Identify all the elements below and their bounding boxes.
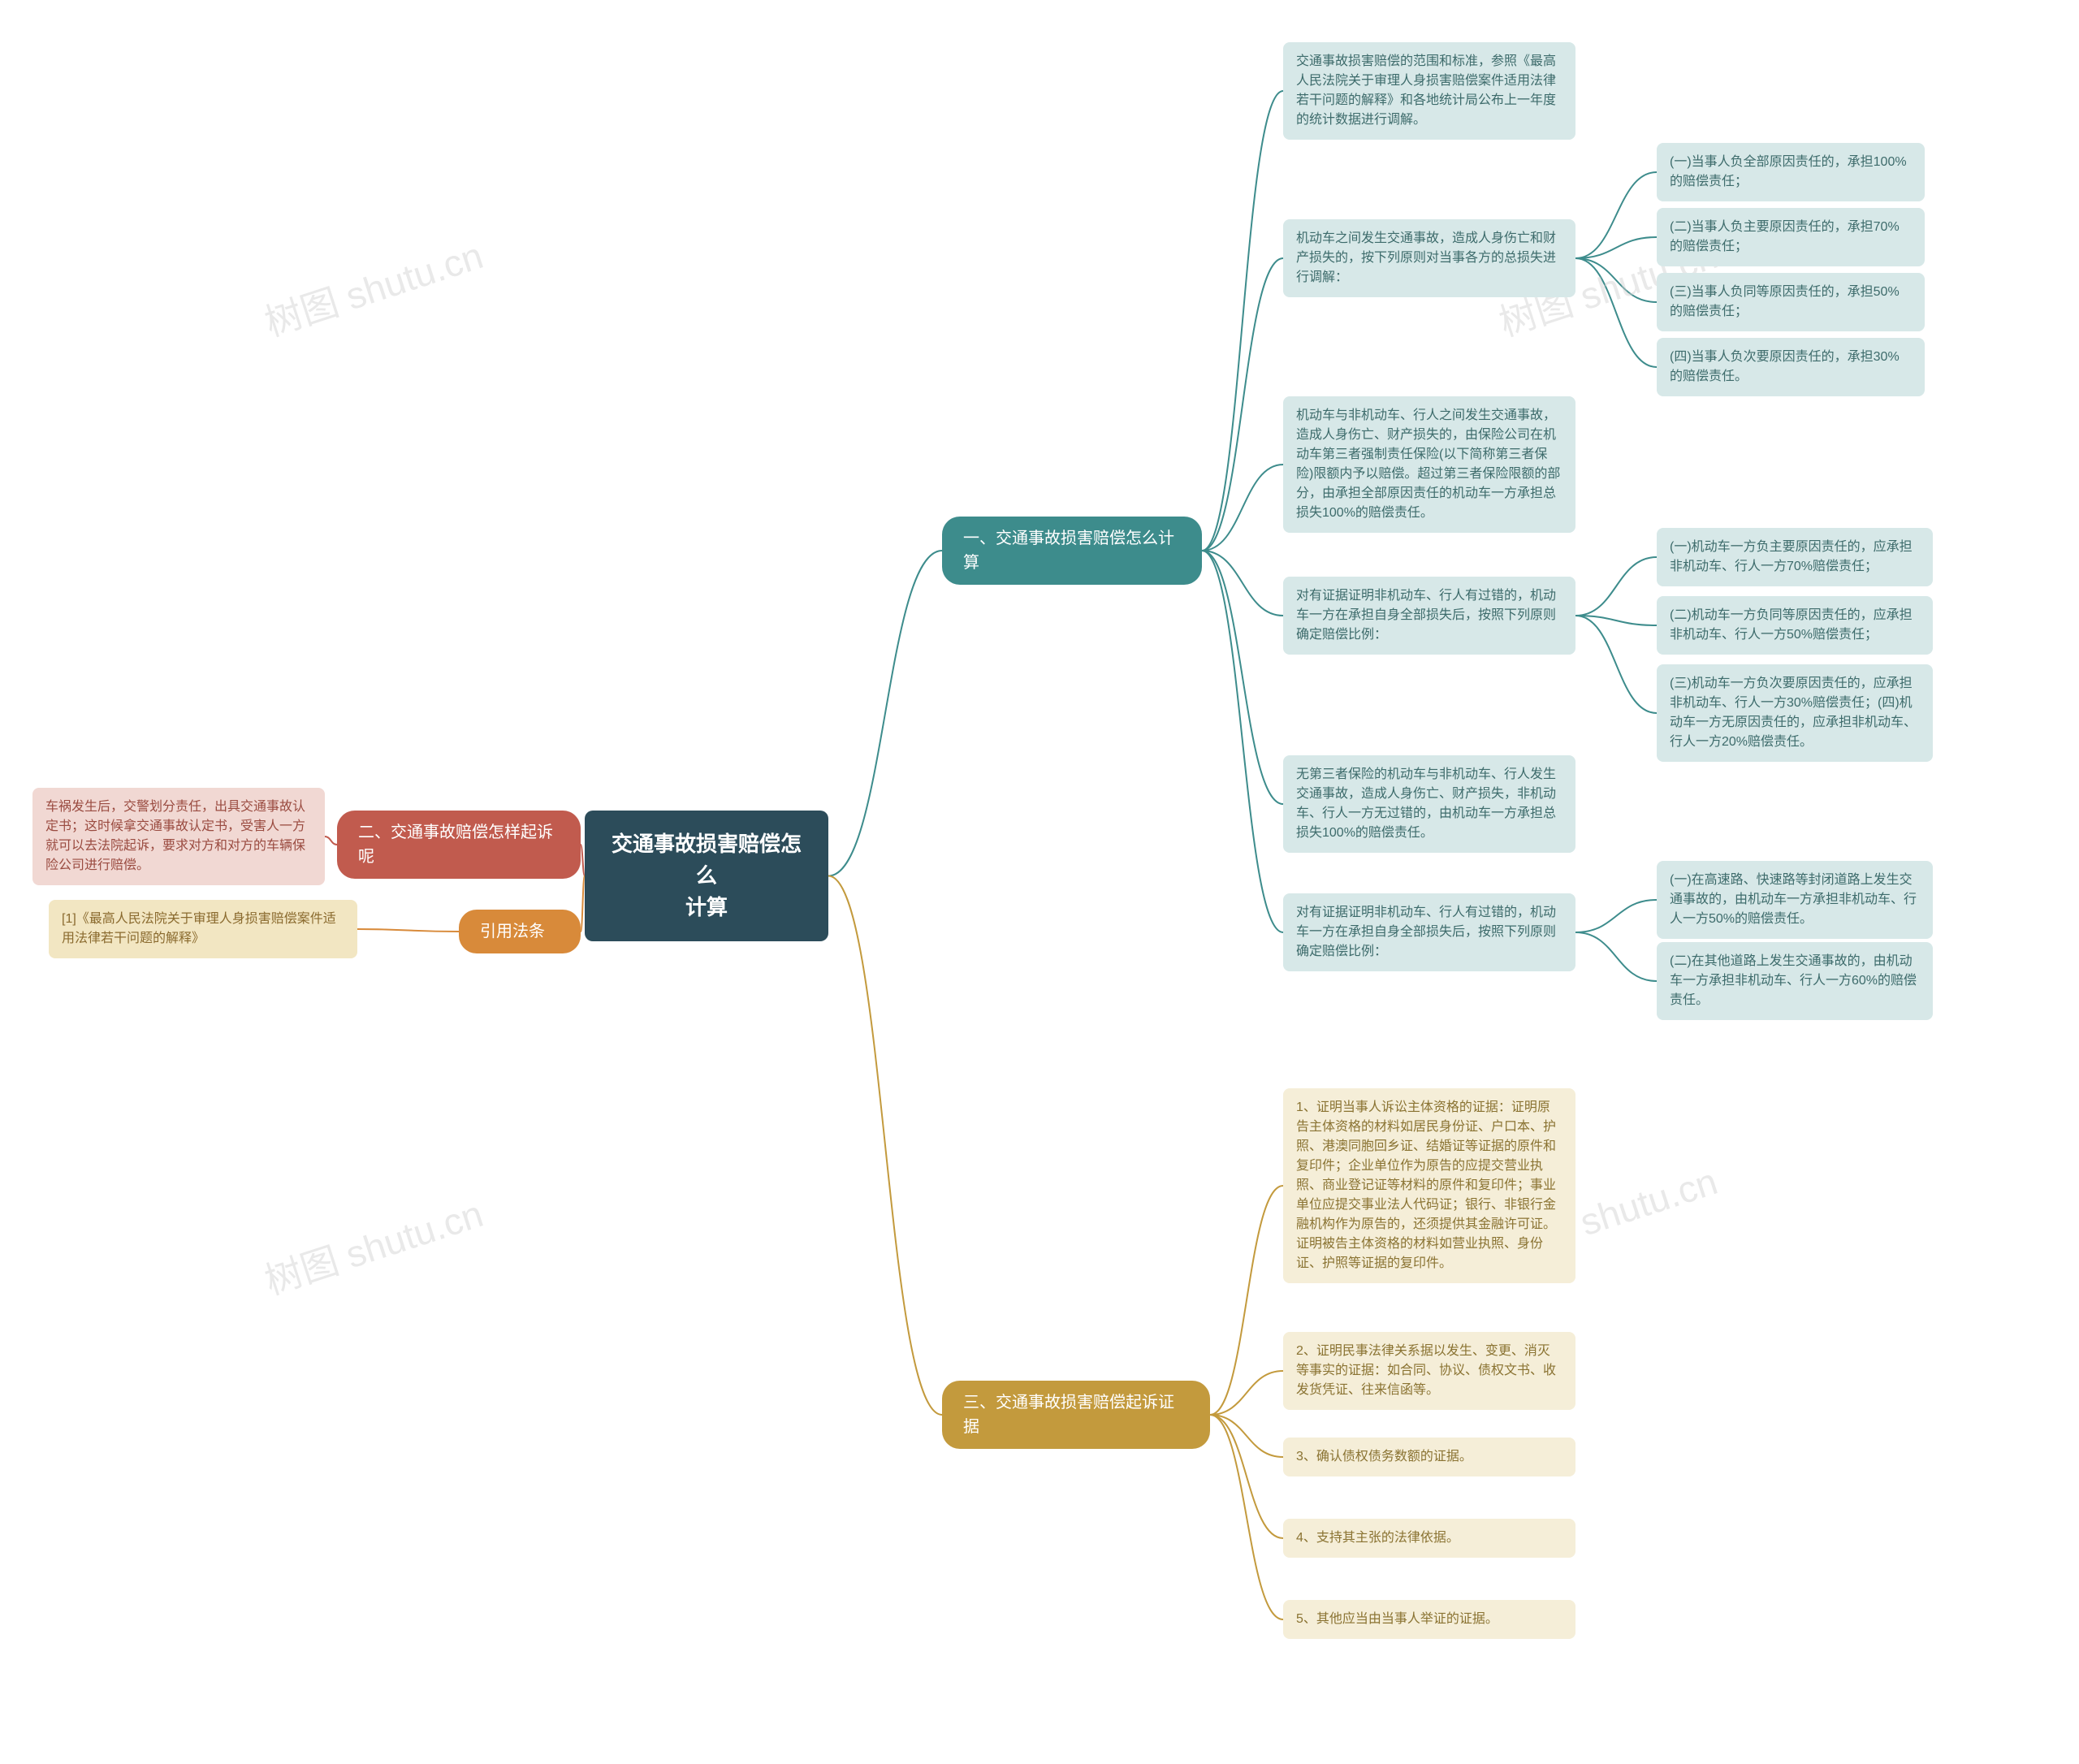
leaf-s1c4c: (三)机动车一方负次要原因责任的，应承担非机动车、行人一方30%赔偿责任；(四)… xyxy=(1657,664,1933,762)
leaf-s1c1: 交通事故损害赔偿的范围和标准，参照《最高人民法院关于审理人身损害赔偿案件适用法律… xyxy=(1283,42,1575,140)
leaf-s4c1: 1、证明当事人诉讼主体资格的证据：证明原告主体资格的材料如居民身份证、户口本、护… xyxy=(1283,1088,1575,1283)
leaf-s1c4a: (一)机动车一方负主要原因责任的，应承担非机动车、行人一方70%赔偿责任； xyxy=(1657,528,1933,586)
leaf-s1c2d: (四)当事人负次要原因责任的，承担30%的赔偿责任。 xyxy=(1657,338,1925,396)
leaf-s1c6: 对有证据证明非机动车、行人有过错的，机动车一方在承担自身全部损失后，按照下列原则… xyxy=(1283,893,1575,971)
leaf-s1c2: 机动车之间发生交通事故，造成人身伤亡和财产损失的，按下列原则对当事各方的总损失进… xyxy=(1283,219,1575,297)
leaf-s3c1: [1]《最高人民法院关于审理人身损害赔偿案件适用法律若干问题的解释》 xyxy=(49,900,357,958)
leaf-s1c4b: (二)机动车一方负同等原因责任的，应承担非机动车、行人一方50%赔偿责任； xyxy=(1657,596,1933,655)
root-node: 交通事故损害赔偿怎么计算 xyxy=(585,811,828,941)
leaf-s1c2c: (三)当事人负同等原因责任的，承担50%的赔偿责任； xyxy=(1657,273,1925,331)
section-s4: 三、交通事故损害赔偿起诉证据 xyxy=(942,1381,1210,1449)
leaf-s4c5: 5、其他应当由当事人举证的证据。 xyxy=(1283,1600,1575,1639)
section-s3: 引用法条 xyxy=(459,910,581,953)
watermark: 树图 shutu.cn xyxy=(257,227,489,348)
leaf-s4c4: 4、支持其主张的法律依据。 xyxy=(1283,1519,1575,1558)
section-s1: 一、交通事故损害赔偿怎么计算 xyxy=(942,517,1202,585)
leaf-s1c2b: (二)当事人负主要原因责任的，承担70%的赔偿责任； xyxy=(1657,208,1925,266)
leaf-s1c3: 机动车与非机动车、行人之间发生交通事故，造成人身伤亡、财产损失的，由保险公司在机… xyxy=(1283,396,1575,533)
section-s2: 二、交通事故赔偿怎样起诉呢 xyxy=(337,811,581,879)
leaf-s1c6a: (一)在高速路、快速路等封闭道路上发生交通事故的，由机动车一方承担非机动车、行人… xyxy=(1657,861,1933,939)
leaf-s1c6b: (二)在其他道路上发生交通事故的，由机动车一方承担非机动车、行人一方60%的赔偿… xyxy=(1657,942,1933,1020)
leaf-s1c2a: (一)当事人负全部原因责任的，承担100%的赔偿责任； xyxy=(1657,143,1925,201)
leaf-s1c4: 对有证据证明非机动车、行人有过错的，机动车一方在承担自身全部损失后，按照下列原则… xyxy=(1283,577,1575,655)
leaf-s2c1: 车祸发生后，交警划分责任，出具交通事故认定书；这时候拿交通事故认定书，受害人一方… xyxy=(32,788,325,885)
leaf-s4c3: 3、确认债权债务数额的证据。 xyxy=(1283,1438,1575,1476)
leaf-s4c2: 2、证明民事法律关系据以发生、变更、消灭等事实的证据：如合同、协议、债权文书、收… xyxy=(1283,1332,1575,1410)
watermark: 树图 shutu.cn xyxy=(257,1185,489,1306)
leaf-s1c5: 无第三者保险的机动车与非机动车、行人发生交通事故，造成人身伤亡、财产损失，非机动… xyxy=(1283,755,1575,853)
